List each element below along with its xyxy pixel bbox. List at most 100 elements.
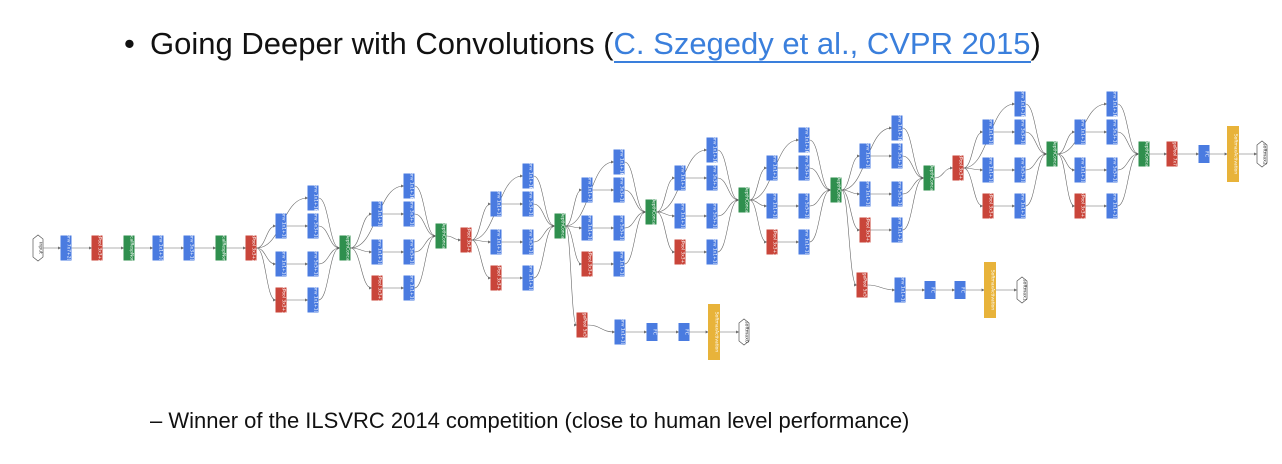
node-label: Conv 1x1+1(S) — [313, 283, 319, 317]
node-s7: MaxPool 3x3+2(S) — [245, 228, 257, 269]
edge — [256, 247, 277, 266]
node-label: Conv 1x1+1(S) — [281, 209, 287, 243]
node-label: MaxPool 3x3+1(S) — [1080, 186, 1086, 227]
node-x0b: Conv 1x1+1(S) — [614, 315, 626, 349]
edge — [624, 189, 647, 214]
edge — [414, 213, 437, 238]
edge — [318, 246, 341, 265]
edge — [963, 167, 984, 208]
node-label: FC — [1204, 151, 1210, 157]
edge — [1025, 131, 1048, 156]
node-label: MaxPool 3x3+1(S) — [865, 210, 871, 251]
node-m2c2: Conv 5x5+1(S) — [403, 235, 415, 269]
terminal-label: softmax2 — [1262, 143, 1268, 165]
node-m4c2: Conv 5x5+1(S) — [613, 211, 625, 245]
node-label: Conv 3x3+1(S) — [528, 187, 534, 221]
edge — [471, 239, 492, 244]
node-m6c1: Conv 1x1+1(S) — [766, 189, 778, 223]
edge — [841, 189, 858, 287]
node-m9b2: Conv 3x3+1(S) — [1106, 115, 1118, 149]
node-m2d2: Conv 1x1+1(S) — [403, 271, 415, 305]
edge — [841, 189, 861, 196]
edge — [717, 177, 740, 202]
node-m8a: Conv 1x1+1(S) — [1014, 87, 1026, 121]
node-label: Conv 1x1+1(S) — [409, 271, 415, 305]
node-m4c1: Conv 1x1+1(S) — [581, 211, 593, 245]
edge — [809, 188, 832, 243]
node-label: DepthConcat — [836, 176, 842, 205]
node-m5c1: Conv 1x1+1(S) — [674, 199, 686, 233]
node-m7c2: Conv 5x5+1(S) — [891, 177, 903, 211]
edge — [624, 161, 647, 214]
node-label: Conv 5x5+1(S) — [528, 225, 534, 259]
node-label: MaxPool 3x3+2(S) — [251, 228, 257, 269]
node-label: Conv 1x1+1(S) — [988, 153, 994, 187]
node-label: Conv 5x5+1(S) — [1112, 153, 1118, 187]
node-label: LocalRespNorm — [129, 231, 135, 265]
node-m1cat: DepthConcat — [339, 234, 351, 263]
node-label: Conv 1x1+1(S) — [1112, 87, 1118, 121]
node-s3: LocalRespNorm — [123, 231, 135, 265]
citation-link[interactable]: C. Szegedy et al., CVPR 2015 — [613, 26, 1031, 63]
edge — [749, 199, 768, 208]
node-label: Conv 5x5+1(S) — [897, 177, 903, 211]
node-m1a: Conv 1x1+1(S) — [307, 181, 319, 215]
node-m5d2: Conv 1x1+1(S) — [706, 235, 718, 269]
node-label: Conv 1x1+1(S) — [496, 187, 502, 221]
node-label: AveragePool 5x5+3(V) — [862, 260, 868, 310]
node-m7cat: DepthConcat — [923, 164, 935, 193]
node-label: Conv 1x1+1(S) — [772, 151, 778, 185]
node-label: Conv 5x5+1(S) — [409, 235, 415, 269]
edge — [624, 210, 647, 229]
node-m6d1: MaxPool 3x3+1(S) — [766, 222, 778, 262]
node-label: DepthConcat — [651, 198, 657, 227]
node-m1d2: Conv 1x1+1(S) — [307, 283, 319, 317]
node-label: Conv 1x1+1(S) — [900, 273, 906, 307]
node-m7a: Conv 1x1+1(S) — [891, 111, 903, 145]
node-m1d1: MaxPool 3x3+1(S) — [275, 280, 287, 320]
node-m7b2: Conv 3x3+1(S) — [891, 139, 903, 173]
node-m2c1: Conv 1x1+1(S) — [371, 235, 383, 269]
node-label: AveragePool 7x7+1(V) — [1172, 129, 1178, 179]
edge — [414, 234, 437, 253]
node-m9a: Conv 1x1+1(S) — [1106, 87, 1118, 121]
edge — [656, 176, 676, 213]
edge — [1117, 152, 1140, 171]
node-m5a: Conv 1x1+1(S) — [706, 133, 718, 167]
node-m4b1: Conv 1x1+1(S) — [581, 173, 593, 207]
headline-text: Going Deeper with Convolutions ( — [150, 26, 614, 61]
node-label: Conv 1x1+1(S) — [587, 173, 593, 207]
node-label: Conv 1x1+1(S) — [1112, 189, 1118, 223]
node-m3b2: Conv 3x3+1(S) — [522, 187, 534, 221]
node-s1: Conv 7x7+2(S) — [60, 231, 72, 265]
edge — [1117, 131, 1140, 156]
edge — [587, 324, 616, 334]
node-m3b1: Conv 1x1+1(S) — [490, 187, 502, 221]
node-m8b1: Conv 1x1+1(S) — [982, 115, 994, 149]
node-m7d2: Conv 1x1+1(S) — [891, 213, 903, 247]
node-x0d: FC — [678, 323, 690, 341]
node-m1b2: Conv 3x3+1(S) — [307, 209, 319, 243]
slide-headline: • Going Deeper with Convolutions (C. Szeg… — [124, 26, 1041, 63]
node-m5d1: MaxPool 3x3+1(S) — [674, 232, 686, 272]
node-label: Conv 1x1+1(S) — [865, 177, 871, 211]
node-m5b1: Conv 1x1+1(S) — [674, 161, 686, 195]
node-label: Conv 1x1+1(S) — [897, 213, 903, 247]
node-m9d1: MaxPool 3x3+1(S) — [1074, 186, 1086, 227]
edge — [471, 239, 492, 280]
node-label: Conv 1x1+1(S) — [772, 189, 778, 223]
node-m6cat: DepthConcat — [830, 176, 842, 205]
terminal-o2: softmax2 — [1256, 140, 1268, 168]
node-label: MaxPool 3x3+1(S) — [587, 244, 593, 285]
node-label: Conv 3x3+1(S) — [712, 161, 718, 195]
node-m6c2: Conv 5x5+1(S) — [798, 189, 810, 223]
node-label: Conv 3x3+1(S) — [804, 151, 810, 185]
node-label: SoftmaxActivation — [1233, 134, 1239, 174]
edge — [749, 166, 768, 201]
edge — [1117, 103, 1140, 156]
node-h1: AveragePool 7x7+1(V) — [1166, 129, 1178, 179]
edge — [963, 167, 984, 172]
node-label: Conv 1x1+1(S) — [496, 225, 502, 259]
node-m7b1: Conv 1x1+1(S) — [859, 139, 871, 173]
node-label: Conv 1x1+1(S) — [377, 197, 383, 231]
